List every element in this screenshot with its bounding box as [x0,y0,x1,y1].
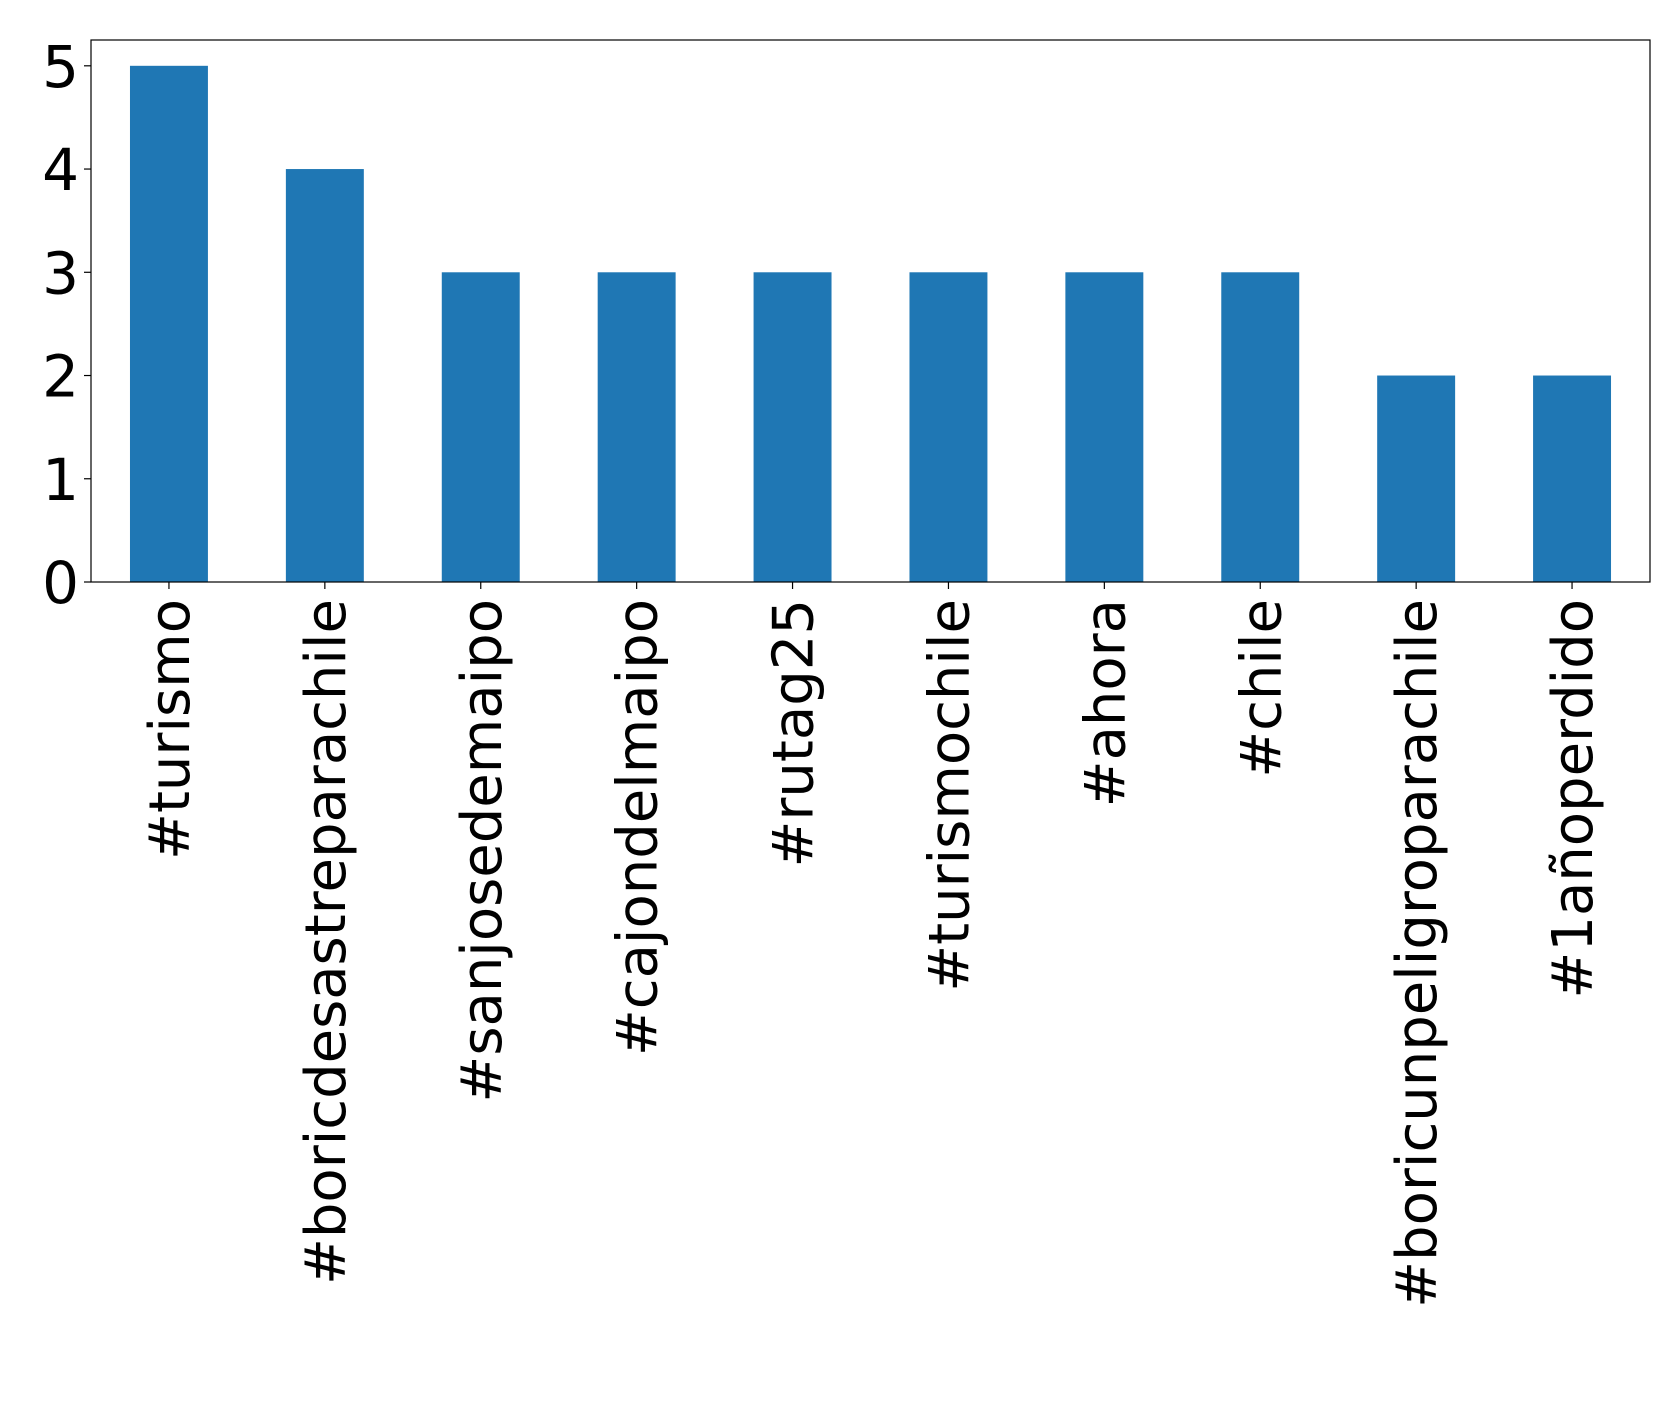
y-tick-label-1: 1 [42,446,79,514]
x-tick-label-2: #sanjosedemaipo [450,599,515,1103]
y-tick-label-0: 0 [42,549,79,617]
bar-4 [753,272,832,582]
bar-2 [441,272,520,582]
bar-7 [1221,272,1300,582]
x-tick-label-5: #turismochile [917,599,982,992]
y-tick-label-3: 3 [42,239,79,307]
x-tick-label-9: #1añoperdido [1541,599,1606,999]
bar-5 [909,272,988,582]
x-tick-label-8: #boricunpeligroparachile [1385,599,1450,1308]
bar-6 [1065,272,1144,582]
y-tick-label-5: 5 [42,33,79,101]
bar-9 [1533,375,1612,582]
plot-area-frame [90,39,1651,583]
y-tick-label-4: 4 [42,136,79,204]
bar-0 [129,65,208,583]
bar-3 [597,272,676,582]
x-tick-label-4: #rutag25 [762,599,827,868]
bar-1 [285,169,364,583]
x-tick-label-3: #cajondelmaipo [606,599,671,1056]
bars-group [129,65,1612,583]
y-tick-label-2: 2 [42,343,79,411]
y-axis: 0 1 2 3 4 5 [42,33,91,617]
x-axis: #turismo #boricdesastreparachile #sanjosed… [138,582,1606,1308]
x-tick-label-0: #turismo [138,599,203,860]
x-tick-label-6: #ahora [1073,599,1138,807]
bar-8 [1377,375,1456,582]
x-tick-label-1: #boricdesastreparachile [294,599,359,1285]
x-tick-label-7: #chile [1229,599,1294,778]
